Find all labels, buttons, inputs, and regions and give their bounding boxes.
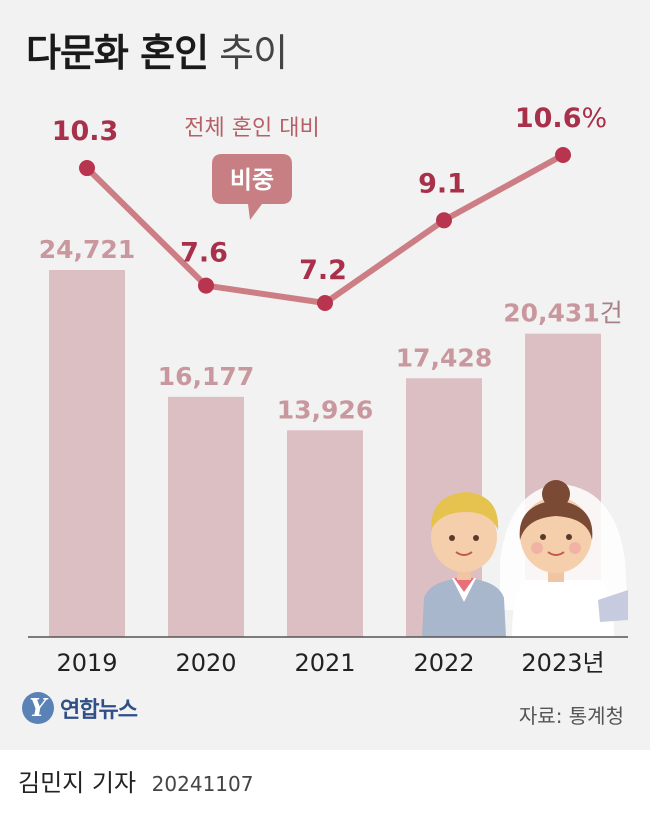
- x-tick-2023년: 2023년: [521, 649, 604, 677]
- share-point-2022: [436, 212, 452, 229]
- bar-label-2023년: 20,431건: [503, 299, 623, 328]
- logo-text: 연합뉴스: [60, 698, 138, 723]
- share-point-2023년: [555, 147, 571, 163]
- logo-mark-icon: Y: [22, 692, 54, 724]
- callout-bubble: [212, 154, 292, 220]
- bar-label-2021: 13,926: [277, 395, 373, 424]
- x-tick-2019: 2019: [56, 649, 117, 677]
- share-point-2020: [198, 277, 214, 294]
- callout-label: 비중: [230, 166, 274, 194]
- share-point-2021: [317, 295, 333, 311]
- title-main: 다문화 혼인: [26, 31, 209, 75]
- title-sub: 추이: [219, 31, 288, 75]
- byline-date: 20241107: [151, 772, 254, 796]
- x-tick-2022: 2022: [413, 649, 474, 677]
- share-label-2021: 7.2: [299, 255, 347, 286]
- share-label-2023년: 10.6%: [515, 103, 607, 134]
- share-label-2020: 7.6: [180, 238, 228, 269]
- share-label-2022: 9.1: [418, 168, 466, 199]
- share-label-2019: 10.3: [52, 116, 119, 147]
- bar-label-2020: 16,177: [158, 362, 254, 391]
- bar-2019: [49, 270, 125, 637]
- bar-2020: [168, 396, 244, 637]
- share-point-2019: [79, 160, 95, 177]
- reporter-name: 김민지 기자: [18, 769, 137, 797]
- chart-svg: 24,721 16,177 13,926 17,428 20,431건 2019 2020 2…: [28, 103, 628, 677]
- annotation-text: 전체 혼인 대비: [184, 116, 319, 141]
- yonhap-logo: Y 연합뉴스: [22, 692, 138, 724]
- x-tick-2020: 2020: [175, 649, 236, 677]
- source-note: 자료: 통계청: [518, 704, 624, 728]
- chart-title: 다문화 혼인 추이: [26, 22, 288, 77]
- bar-label-2019: 24,721: [39, 235, 135, 264]
- byline: 김민지 기자 20241107: [18, 763, 253, 798]
- bar-label-2022: 17,428: [396, 343, 492, 372]
- couple-illustration: [422, 480, 628, 637]
- x-tick-2021: 2021: [294, 649, 355, 677]
- bar-2021: [287, 430, 363, 637]
